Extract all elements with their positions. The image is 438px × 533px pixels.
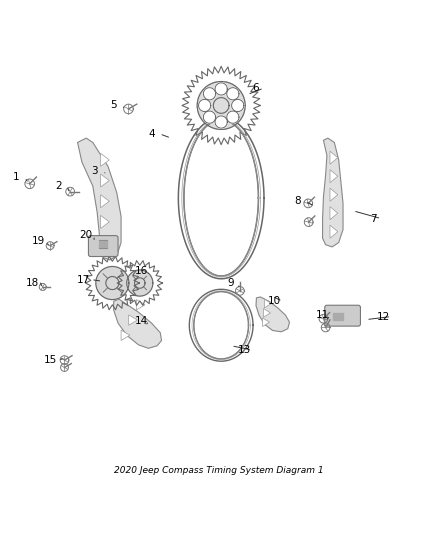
Text: 3: 3 [92, 166, 98, 176]
Polygon shape [265, 299, 272, 308]
Circle shape [203, 111, 215, 123]
Polygon shape [330, 225, 338, 238]
Polygon shape [322, 138, 343, 247]
Circle shape [203, 111, 215, 123]
Text: 6: 6 [253, 83, 259, 93]
Text: 4: 4 [148, 129, 155, 139]
Circle shape [127, 270, 153, 296]
Circle shape [215, 83, 227, 95]
Polygon shape [330, 207, 338, 220]
FancyBboxPatch shape [88, 236, 118, 256]
Text: 7: 7 [370, 214, 377, 224]
Text: 1: 1 [13, 172, 20, 182]
Circle shape [203, 88, 215, 100]
Polygon shape [264, 309, 270, 317]
Polygon shape [262, 318, 269, 327]
Polygon shape [78, 138, 121, 260]
Polygon shape [256, 297, 290, 332]
Circle shape [215, 116, 227, 128]
Text: 16: 16 [135, 266, 148, 276]
Polygon shape [101, 174, 110, 187]
Bar [99, 239, 107, 248]
Circle shape [227, 88, 239, 100]
Text: 5: 5 [110, 100, 117, 110]
Text: 2020 Jeep Compass Timing System Diagram 1: 2020 Jeep Compass Timing System Diagram … [114, 466, 324, 475]
Circle shape [215, 83, 227, 95]
Circle shape [227, 88, 239, 100]
Text: 2: 2 [56, 181, 62, 191]
Text: 8: 8 [294, 196, 300, 206]
Text: 14: 14 [135, 316, 148, 326]
Text: 18: 18 [26, 278, 39, 288]
Text: 10: 10 [268, 296, 281, 306]
Polygon shape [101, 154, 110, 166]
Text: 19: 19 [32, 236, 45, 246]
Circle shape [227, 111, 239, 123]
Bar [333, 313, 343, 320]
Circle shape [197, 82, 245, 130]
FancyBboxPatch shape [325, 305, 360, 326]
Polygon shape [129, 315, 138, 325]
Circle shape [232, 99, 244, 111]
Text: 9: 9 [228, 278, 234, 288]
Circle shape [215, 116, 227, 128]
Circle shape [198, 99, 211, 111]
Text: 15: 15 [43, 355, 57, 365]
Polygon shape [330, 188, 338, 201]
Polygon shape [121, 330, 130, 341]
Polygon shape [101, 236, 110, 249]
Polygon shape [114, 299, 162, 349]
Circle shape [227, 111, 239, 123]
Text: 11: 11 [316, 310, 329, 320]
Circle shape [198, 99, 211, 111]
Text: 12: 12 [377, 312, 390, 321]
Circle shape [203, 88, 215, 100]
Circle shape [96, 266, 129, 300]
Polygon shape [136, 300, 145, 310]
Polygon shape [101, 195, 110, 208]
Text: 20: 20 [80, 230, 93, 240]
Text: 17: 17 [77, 274, 90, 285]
Polygon shape [330, 169, 338, 183]
Circle shape [232, 99, 244, 111]
Polygon shape [101, 215, 110, 229]
Polygon shape [330, 151, 338, 164]
Text: 13: 13 [238, 345, 251, 355]
